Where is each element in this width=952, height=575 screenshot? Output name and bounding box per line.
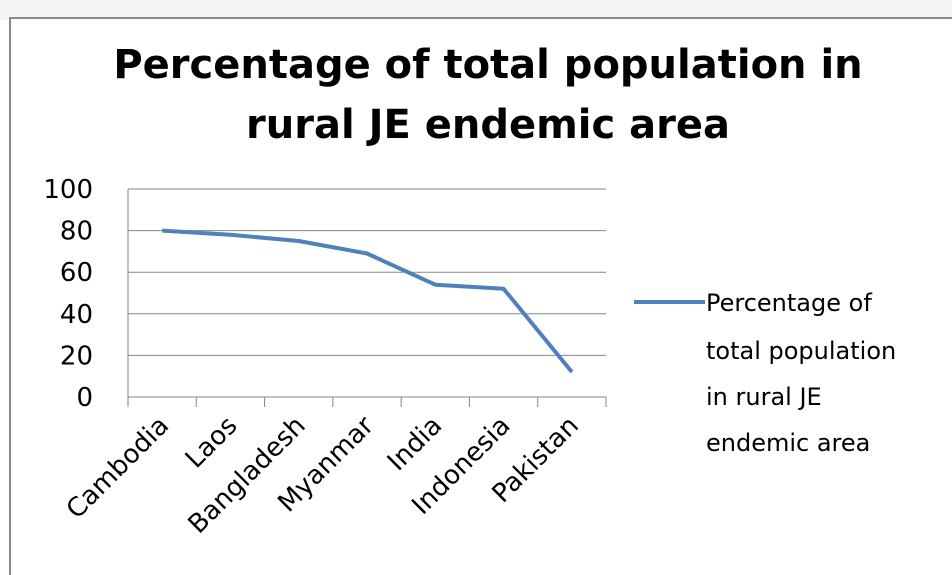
legend-label-line-3: in rural JE: [706, 383, 822, 411]
legend-label-line-1: Percentage of: [706, 289, 872, 317]
axes: [127, 189, 607, 407]
y-tick-label: 40: [60, 300, 93, 330]
y-tick-label: 60: [60, 258, 93, 288]
series-lines: [161, 228, 574, 374]
chart-title-line-2: rural JE endemic area: [246, 102, 730, 148]
chart-title-line-1: Percentage of total population in: [113, 42, 862, 88]
legend-label-line-4: endemic area: [706, 429, 870, 457]
y-tick-label: 0: [76, 383, 93, 413]
y-tick-label: 80: [60, 217, 93, 247]
top-watermark-strip: [0, 0, 952, 20]
y-tick-labels: 100 80 60 40 20 0: [43, 175, 93, 413]
y-tick-label: 100: [43, 175, 93, 205]
y-tick-label: 20: [60, 341, 93, 371]
legend-label-line-2: total population: [706, 337, 896, 365]
series-line: [161, 228, 574, 374]
chart-border: [9, 17, 952, 575]
legend: Percentage of total population in rural …: [634, 289, 896, 457]
